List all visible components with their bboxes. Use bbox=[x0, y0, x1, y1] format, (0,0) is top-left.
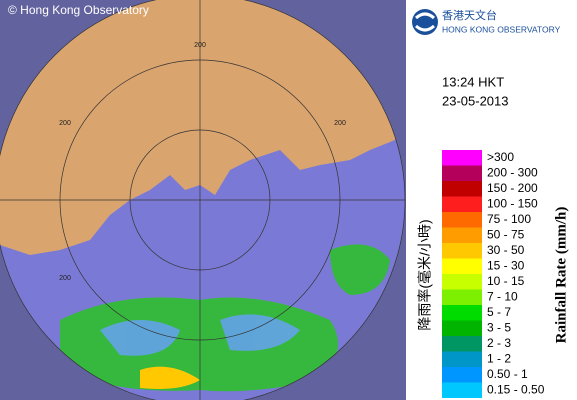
legend-swatch bbox=[442, 165, 482, 181]
legend-label: 15 - 30 bbox=[487, 258, 525, 272]
legend-label: 30 - 50 bbox=[487, 243, 525, 257]
ring-label: 200 bbox=[59, 120, 71, 127]
logo: 香港天文台 HONG KONG OBSERVATORY bbox=[412, 8, 561, 35]
legend-label: 75 - 100 bbox=[487, 212, 531, 226]
legend-label: 5 - 7 bbox=[487, 305, 511, 319]
legend-label: 10 - 15 bbox=[487, 274, 525, 288]
ring-label: 200 bbox=[194, 42, 206, 49]
time: 13:24 HKT bbox=[442, 74, 504, 89]
legend-swatch bbox=[442, 212, 482, 228]
legend-swatch bbox=[442, 336, 482, 352]
legend-label: 0.15 - 0.50 bbox=[487, 382, 545, 396]
logo-english: HONG KONG OBSERVATORY bbox=[442, 24, 561, 34]
legend-title-en: Rainfall Rate (mm/h) bbox=[553, 207, 569, 344]
legend-label: 7 - 10 bbox=[487, 289, 518, 303]
legend-label: 2 - 3 bbox=[487, 336, 511, 350]
legend-swatch bbox=[442, 181, 482, 197]
legend-label: 100 - 150 bbox=[487, 196, 538, 210]
ring-label: 200 bbox=[334, 120, 346, 127]
legend-swatch bbox=[442, 150, 482, 166]
legend-swatch bbox=[442, 274, 482, 290]
legend-swatch bbox=[442, 243, 482, 259]
legend-swatch bbox=[442, 382, 482, 398]
date: 23-05-2013 bbox=[442, 93, 509, 108]
legend-label: 200 - 300 bbox=[487, 165, 538, 179]
legend-swatch bbox=[442, 351, 482, 367]
legend-swatch bbox=[442, 196, 482, 212]
legend-swatch bbox=[442, 289, 482, 305]
legend-label: 150 - 200 bbox=[487, 181, 538, 195]
logo-chinese: 香港天文台 bbox=[442, 8, 497, 22]
legend-label: 0.50 - 1 bbox=[487, 367, 528, 381]
ring-label: 200 bbox=[59, 275, 71, 282]
legend-label: 1 - 2 bbox=[487, 351, 511, 365]
legend-label: >300 bbox=[487, 150, 514, 164]
legend-swatch bbox=[442, 320, 482, 336]
legend-swatch bbox=[442, 305, 482, 321]
radar-map: 200 200 200 200 © Hong Kong Observatory bbox=[0, 0, 406, 400]
legend-label: 3 - 5 bbox=[487, 320, 511, 334]
copyright: © Hong Kong Observatory bbox=[8, 3, 149, 17]
legend-swatch bbox=[442, 367, 482, 383]
legend-title-zh: 降雨率(毫米/小時) bbox=[417, 219, 433, 330]
legend-label: 50 - 75 bbox=[487, 227, 525, 241]
legend-swatch bbox=[442, 258, 482, 274]
legend-swatch bbox=[442, 227, 482, 243]
